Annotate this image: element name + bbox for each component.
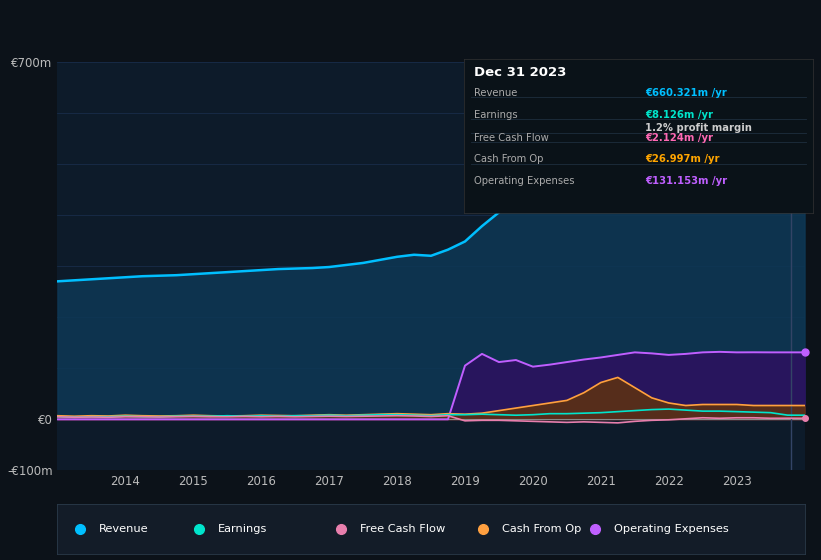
Text: Free Cash Flow: Free Cash Flow bbox=[360, 524, 445, 534]
Text: €26.997m /yr: €26.997m /yr bbox=[645, 155, 720, 164]
Text: Revenue: Revenue bbox=[99, 524, 148, 534]
Text: €660.321m /yr: €660.321m /yr bbox=[645, 88, 727, 98]
Text: Cash From Op: Cash From Op bbox=[475, 155, 544, 164]
Text: €2.124m /yr: €2.124m /yr bbox=[645, 133, 713, 143]
Text: Dec 31 2023: Dec 31 2023 bbox=[475, 67, 566, 80]
Text: Earnings: Earnings bbox=[218, 524, 268, 534]
Text: 1.2% profit margin: 1.2% profit margin bbox=[645, 124, 752, 133]
Text: Earnings: Earnings bbox=[475, 110, 518, 120]
Text: Operating Expenses: Operating Expenses bbox=[475, 176, 575, 186]
Text: Revenue: Revenue bbox=[475, 88, 518, 98]
Text: Operating Expenses: Operating Expenses bbox=[614, 524, 729, 534]
Text: Free Cash Flow: Free Cash Flow bbox=[475, 133, 549, 143]
Text: €8.126m /yr: €8.126m /yr bbox=[645, 110, 713, 120]
Text: €131.153m /yr: €131.153m /yr bbox=[645, 176, 727, 186]
Text: Cash From Op: Cash From Op bbox=[502, 524, 581, 534]
